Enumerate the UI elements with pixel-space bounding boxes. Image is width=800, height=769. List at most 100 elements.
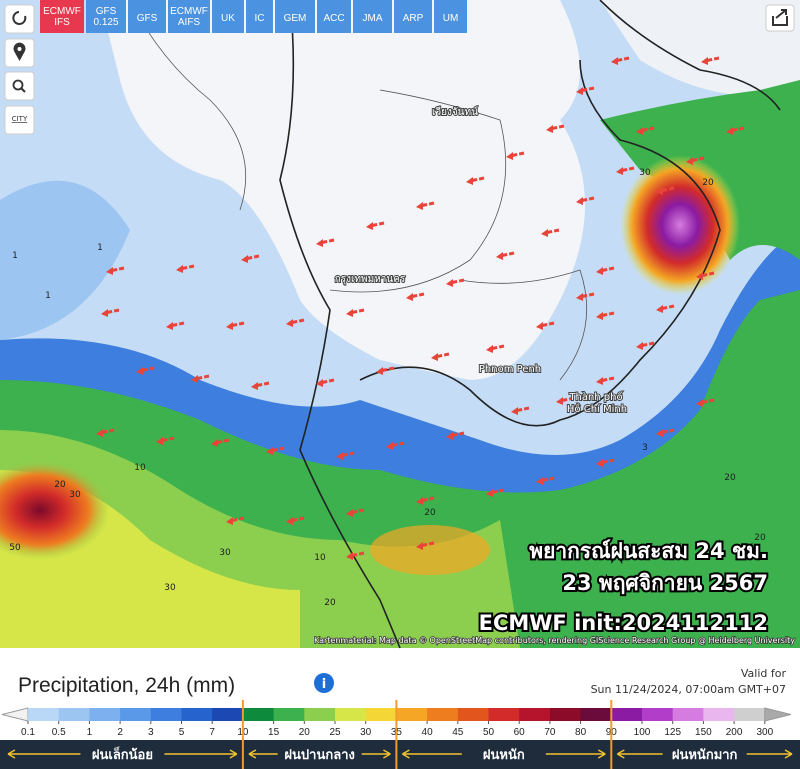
colorbar-tick-label: 3 <box>148 727 154 738</box>
wind-arrow-head <box>546 125 553 133</box>
wind-arrow-head <box>226 517 233 525</box>
info-button[interactable] <box>314 673 334 693</box>
colorbar-cell <box>457 708 489 721</box>
model-tab[interactable] <box>246 0 273 33</box>
model-tab[interactable] <box>353 0 392 33</box>
wind-arrow-head <box>726 127 733 135</box>
contour-label: 10 <box>314 553 326 563</box>
wind-arrows <box>96 56 745 560</box>
wind-arrow-head <box>576 293 583 301</box>
contour-label: 50 <box>9 543 21 553</box>
wind-arrow-head <box>346 552 353 560</box>
band-label: ฝนปานกลาง <box>284 748 354 763</box>
rain-core <box>620 155 740 295</box>
colorbar-tick-label: 20 <box>299 727 311 738</box>
colorbar-cell <box>580 708 612 721</box>
contour-label: 20 <box>54 480 66 490</box>
wind-arrow-head <box>596 377 603 385</box>
wind-arrow-head <box>136 367 143 375</box>
model-tab[interactable] <box>128 0 166 33</box>
coastline <box>599 0 781 111</box>
valid-time: Sun 11/24/2024, 07:00am GMT+07 <box>591 683 786 696</box>
band-label: ฝนเล็กน้อย <box>92 745 153 763</box>
wind-arrow-head <box>416 542 423 550</box>
city-button[interactable] <box>4 105 35 135</box>
colorbar-cell <box>611 708 643 721</box>
colorbar-tick-label: 125 <box>664 727 681 738</box>
wind-arrow-head <box>696 399 703 407</box>
wind-arrow-head <box>106 267 113 275</box>
model-tab[interactable] <box>434 0 467 33</box>
colorbar-tick-label: 200 <box>726 727 743 738</box>
model-tab[interactable] <box>168 0 210 33</box>
band-arrow <box>616 749 793 759</box>
wind-arrow-head <box>636 127 643 135</box>
wind-arrow-head <box>316 379 323 387</box>
colorbar-cell <box>120 708 152 721</box>
zoom-icon <box>20 87 26 93</box>
refresh-button[interactable] <box>4 4 35 34</box>
colorbar-tick-label: 0.5 <box>52 727 66 738</box>
model-tab-label: GFS <box>96 6 117 17</box>
band-arrow <box>248 749 391 759</box>
wind-arrow-head <box>596 267 603 275</box>
colorbar-cell <box>703 708 735 721</box>
colorbar-tick-label: 0.1 <box>21 727 35 738</box>
contour-label: 30 <box>164 583 176 593</box>
wind-arrow-head <box>431 353 438 361</box>
model-tab-label: 0.125 <box>93 17 118 28</box>
wind-arrow-head <box>416 497 423 505</box>
border <box>129 0 588 381</box>
wind-arrow-head <box>656 187 663 195</box>
model-tab[interactable] <box>317 0 351 33</box>
rain-area <box>370 525 490 575</box>
wind-arrow-head <box>701 57 708 65</box>
map[interactable]: เวียงจันทน์กรุงเทพมหานคร Phnom Penh Thành … <box>0 0 800 649</box>
model-tab-label: IFS <box>54 17 70 28</box>
model-tab[interactable] <box>86 0 126 33</box>
forecast-caption: ECMWF init:2024112112 <box>479 611 768 635</box>
wind-arrow-head <box>286 319 293 327</box>
forecast-caption: 23 พฤศจิกายน 2567 <box>562 571 768 595</box>
wind-arrow-head <box>616 167 623 175</box>
rain-core <box>0 460 110 560</box>
contour-label: 30 <box>219 548 231 558</box>
model-tab[interactable] <box>275 0 315 33</box>
colorbar-tick-label: 30 <box>360 727 372 738</box>
model-tab-label: AIFS <box>178 17 201 28</box>
wind-arrow-head <box>536 477 543 485</box>
contour-label: 1 <box>45 291 51 301</box>
place-label: Thành phố <box>568 391 622 403</box>
contour-label: 3 <box>642 443 648 453</box>
wind-arrow-head <box>541 229 548 237</box>
colorbar-cell <box>519 708 551 721</box>
zoom-icon <box>12 79 24 91</box>
share-button[interactable] <box>765 4 795 32</box>
wind-arrow-head <box>486 345 493 353</box>
contour-label: 20 <box>324 598 336 608</box>
wind-arrow-head <box>536 322 543 330</box>
wind-arrow-head <box>191 375 198 383</box>
coastline <box>359 59 721 427</box>
wind-arrow-head <box>656 429 663 437</box>
band-arrow <box>402 749 606 759</box>
colorbar-cell <box>89 708 121 721</box>
contour-label: 10 <box>134 463 146 473</box>
model-tab[interactable] <box>212 0 244 33</box>
colorbar-tick-label: 300 <box>756 727 773 738</box>
band-strip <box>0 740 800 769</box>
model-tab[interactable] <box>394 0 432 33</box>
zoom-button[interactable] <box>4 71 35 101</box>
model-tab-label: JMA <box>363 13 383 24</box>
colorbar-tick-label: 1 <box>87 727 93 738</box>
land-dry <box>600 0 800 96</box>
colorbar-cell <box>212 708 244 721</box>
model-tab-label: ACC <box>323 13 344 24</box>
contour-label: 20 <box>424 508 436 518</box>
locate-icon <box>17 47 22 51</box>
band-arrow <box>7 749 238 759</box>
model-tab-label: ECMWF <box>170 6 208 17</box>
wind-arrow-head <box>696 272 703 280</box>
model-tab[interactable] <box>40 0 84 33</box>
contour-label: 20 <box>702 178 714 188</box>
